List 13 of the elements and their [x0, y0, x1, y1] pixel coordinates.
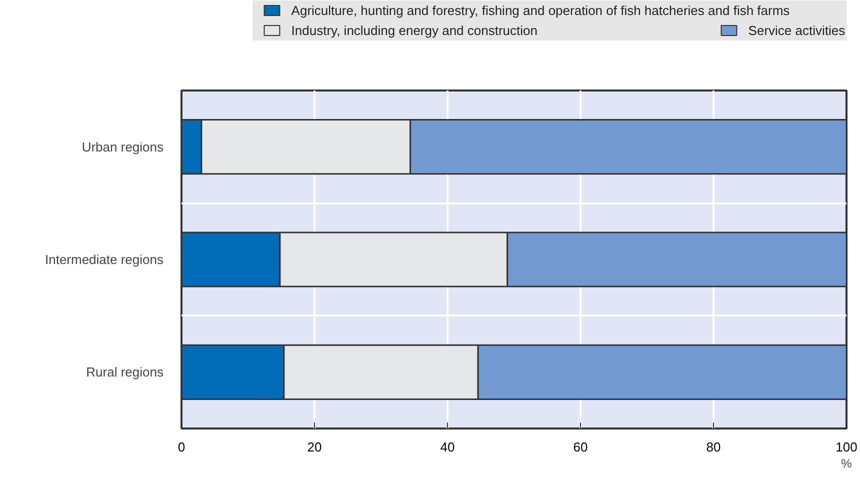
x-tick-label: 60 [573, 440, 588, 454]
y-tick-label: Rural regions [86, 364, 164, 380]
legend-label: Industry, including energy and construction [291, 23, 538, 38]
x-tick-label: 80 [706, 440, 721, 454]
x-tick-label: 40 [440, 440, 455, 454]
x-tick-label: 0 [178, 440, 186, 454]
y-tick-label: Intermediate regions [44, 252, 164, 267]
x-axis-title: % [841, 456, 852, 470]
y-tick-label: Urban regions [82, 139, 164, 154]
legend-label: Agriculture, hunting and forestry, fishing and operation of fish hatcheries and fish farms [291, 3, 790, 18]
legend-label: Service activities [748, 23, 846, 38]
x-tick-label: 100 [836, 440, 858, 454]
x-tick-label: 20 [307, 440, 322, 454]
